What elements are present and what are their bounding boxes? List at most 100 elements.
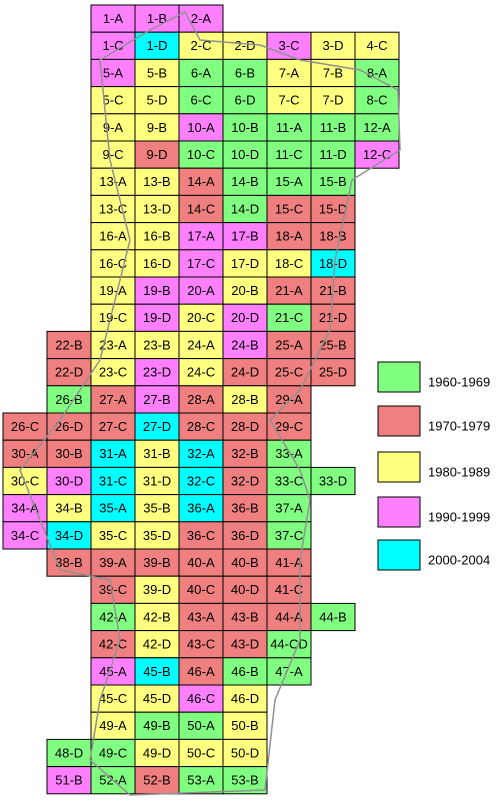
- map-sheet: [134, 738, 180, 768]
- sheet-label: 22-B: [55, 337, 82, 352]
- sheet-label: 10-B: [231, 120, 258, 135]
- map-sheet: [266, 657, 312, 686]
- sheet-label: 3-D: [323, 38, 344, 53]
- sheet-label: 33-A: [275, 446, 303, 461]
- legend-label: 1970-1979: [428, 418, 490, 433]
- map-sheet: [222, 113, 268, 142]
- map-sheet: [178, 358, 224, 387]
- sheet-label: 46-C: [187, 691, 215, 706]
- sheet-label: 31-C: [99, 473, 127, 488]
- sheet-label: 5-B: [147, 65, 167, 80]
- map-sheet: [222, 58, 268, 88]
- sheet-label: 42-C: [99, 637, 127, 652]
- sheet-label: 14-B: [231, 174, 258, 189]
- sheet-label: 13-B: [143, 174, 170, 189]
- sheet-label: 39-A: [99, 555, 127, 570]
- map-sheet: [134, 575, 180, 604]
- sheet-label: 2-A: [191, 11, 212, 26]
- sheet-label: 44-A: [275, 609, 303, 624]
- sheet-label: 1-C: [103, 38, 124, 53]
- sheet-label: 41-C: [275, 582, 303, 597]
- sheet-label: 29-C: [275, 419, 303, 434]
- sheet-label: 21-D: [319, 310, 347, 325]
- sheet-label: 40-B: [231, 555, 258, 570]
- map-sheet: [178, 766, 224, 795]
- sheet-label: 46-A: [187, 664, 215, 679]
- sheet-label: 5-C: [103, 93, 124, 108]
- sheet-label: 21-C: [275, 310, 303, 325]
- sheet-label: 52-B: [143, 773, 170, 788]
- map-sheet: [266, 113, 312, 142]
- map-sheet: [266, 630, 312, 659]
- sheet-label: 40-A: [187, 555, 215, 570]
- map-sheet: [46, 494, 92, 523]
- map-sheet: [134, 358, 180, 387]
- sheet-label: 8-C: [367, 93, 388, 108]
- sheet-label: 18-D: [319, 256, 347, 271]
- map-sheet: [178, 31, 224, 60]
- map-sheet: [178, 657, 224, 686]
- map-sheet: [310, 222, 356, 251]
- map-sheet: [134, 657, 180, 686]
- sheet-label: 49-D: [143, 745, 171, 760]
- sheet-label: 46-B: [231, 664, 258, 679]
- sheet-label: 25-A: [275, 337, 303, 352]
- map-sheet: [178, 330, 224, 360]
- sheet-label: 26-D: [55, 419, 83, 434]
- sheet-label: 40-C: [187, 582, 215, 597]
- map-sheet: [178, 167, 224, 196]
- map-sheet: [266, 249, 312, 278]
- sheet-label: 1-A: [103, 11, 124, 26]
- sheet-label: 42-B: [143, 609, 170, 624]
- map-sheet: [222, 249, 268, 278]
- sheet-label: 17-A: [187, 229, 215, 244]
- legend-swatch: [377, 361, 421, 393]
- map-sheet: [222, 303, 268, 332]
- sheet-label: 14-C: [187, 201, 215, 216]
- sheet-label: 35-C: [99, 528, 127, 543]
- sheet-label: 15-D: [319, 201, 347, 216]
- sheet-label: 36-B: [231, 501, 258, 516]
- map-sheet: [46, 412, 92, 441]
- map-sheet: [178, 602, 224, 632]
- sheet-label: 7-C: [279, 93, 300, 108]
- sheet-label: 15-C: [275, 201, 303, 216]
- map-sheet: [178, 630, 224, 659]
- sheet-label: 50-D: [231, 745, 259, 760]
- sheet-label: 32-A: [187, 446, 215, 461]
- map-sheet: [266, 167, 312, 196]
- sheet-label: 19-B: [143, 283, 170, 298]
- sheet-label: 27-B: [143, 392, 170, 407]
- sheet-label: 20-C: [187, 310, 215, 325]
- map-sheet: [222, 412, 268, 441]
- sheet-label: 53-A: [187, 773, 215, 788]
- sheet-label: 20-B: [231, 283, 258, 298]
- sheet-label: 53-B: [231, 773, 258, 788]
- sheet-label: 30-B: [55, 446, 82, 461]
- map-sheet: [266, 86, 312, 115]
- map-sheet: [178, 412, 224, 441]
- sheet-label: 1-D: [147, 38, 168, 53]
- map-sheet: [310, 602, 356, 632]
- sheet-label: 18-A: [275, 229, 303, 244]
- sheet-label: 6-A: [191, 65, 212, 80]
- sheet-label: 13-A: [99, 174, 127, 189]
- sheet-label: 4-C: [367, 38, 388, 53]
- sheet-label: 23-C: [99, 365, 127, 380]
- map-sheet: [90, 249, 136, 278]
- map-sheet: [46, 766, 92, 795]
- sheet-label: 11-A: [276, 120, 303, 135]
- sheet-label: 46-D: [231, 691, 259, 706]
- sheet-label: 7-B: [323, 65, 343, 80]
- sheet-label: 21-A: [275, 283, 303, 298]
- map-sheet: [178, 575, 224, 604]
- map-sheet: [90, 330, 136, 360]
- map-sheet: [354, 58, 400, 88]
- sheet-label: 34-A: [11, 501, 39, 516]
- map-sheet: [266, 31, 312, 60]
- sheet-label: 42-A: [99, 609, 127, 624]
- sheet-label: 28-C: [187, 419, 215, 434]
- sheet-label: 19-D: [143, 310, 171, 325]
